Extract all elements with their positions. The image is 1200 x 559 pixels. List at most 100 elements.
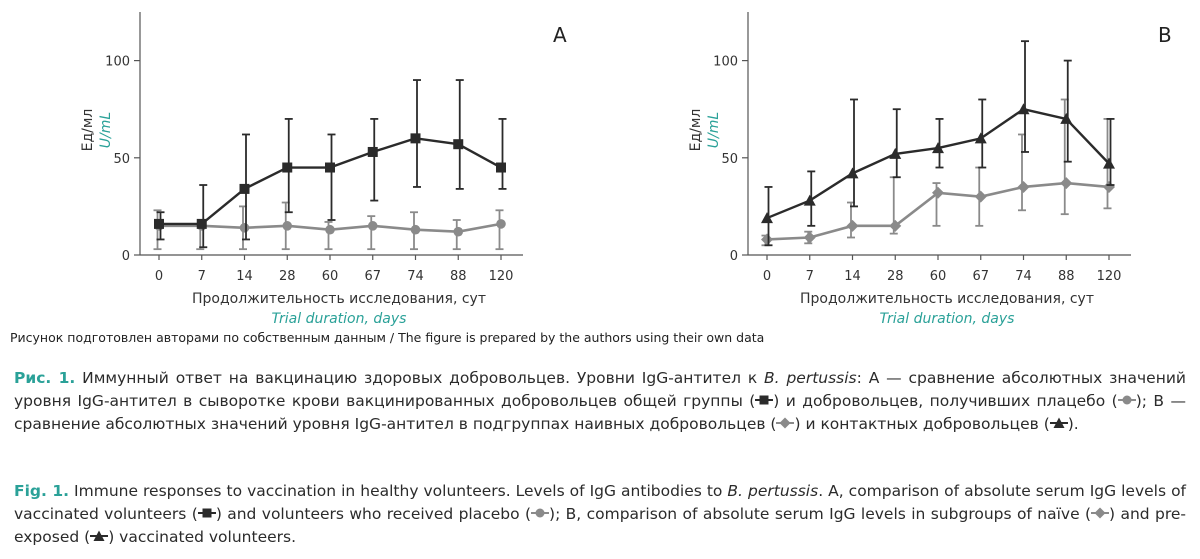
data-point	[154, 218, 164, 229]
x-tick-label: 60	[322, 269, 339, 284]
y-axis-label-en: U/mL	[98, 112, 114, 148]
caption-en-text-1: Immune responses to vaccination in healt…	[69, 482, 728, 500]
y-tick-label: 50	[113, 152, 130, 167]
caption-ru-lead: Рис. 1.	[14, 369, 76, 387]
caption-en-lead: Fig. 1.	[14, 482, 70, 500]
x-tick-label: 88	[450, 269, 467, 284]
y-axis-label-en: U/mL	[706, 112, 722, 148]
y-tick-label: 100	[713, 55, 738, 70]
x-tick-label: 28	[887, 269, 904, 284]
caption-ru-text-6: ).	[1067, 415, 1079, 433]
x-tick-label: 7	[198, 269, 206, 284]
x-tick-label: 14	[236, 269, 253, 284]
circle-marker-icon	[1117, 390, 1136, 413]
caption-ru-text-4: ); В — сравнение абсолютных значений уро…	[14, 392, 1186, 433]
x-tick-label: 120	[1097, 269, 1122, 284]
data-point	[889, 147, 902, 159]
circle-marker-icon	[531, 503, 550, 526]
data-point	[1017, 180, 1030, 193]
data-point	[1060, 112, 1073, 124]
data-point	[761, 233, 773, 246]
series-triangle	[761, 40, 1115, 247]
caption-en-text-3: ) and volunteers who received placebo (	[215, 505, 532, 523]
caption-ru-text-2: : А — сравнение абсолютных значений уров…	[14, 369, 1186, 410]
caption-en-text-5: ) and pre-exposed (	[14, 505, 1186, 546]
y-axis-label-ru: Ед/мл	[688, 109, 704, 152]
x-axis-label-ru: Продолжительность исследования, сут	[192, 291, 486, 307]
data-point	[453, 139, 464, 150]
y-tick-label: 100	[105, 55, 130, 70]
x-tick-label: 28	[279, 269, 296, 284]
data-point	[1103, 157, 1115, 169]
chart-panel-b: 0 50 100 0 7 14 28 60 67 74 88 120 B Ед/мл U/mL Продолж…	[688, 12, 1172, 327]
x-tick-label: 74	[1015, 269, 1032, 284]
caption-ru-text-1: Иммунный ответ на вакцинацию здоровых до…	[75, 369, 765, 387]
x-tick-label: 74	[407, 269, 424, 284]
caption-ru-italic: B. pertussis	[764, 369, 857, 387]
data-point	[367, 146, 378, 157]
data-point	[410, 133, 421, 144]
data-point	[410, 224, 421, 235]
caption-ru-text-3: ) и добровольцев, получивших плацебо (	[773, 392, 1118, 410]
data-point	[846, 167, 859, 179]
chart-panel-a: 0 50 100 0 7 14 28 60 67 74 88 120 A Ед/мл U/mL Продолж…	[80, 12, 567, 327]
data-point	[761, 212, 773, 224]
caption-en-italic: B. pertussis	[727, 482, 819, 500]
diamond-marker-icon	[776, 413, 795, 436]
data-point	[453, 226, 464, 237]
panel-label: B	[1158, 23, 1172, 47]
x-axis-label-ru: Продолжительность исследования, сут	[800, 291, 1094, 307]
triangle-marker-icon	[90, 526, 109, 549]
x-tick-label: 120	[489, 269, 514, 284]
data-point	[239, 222, 250, 233]
data-point	[1103, 180, 1115, 193]
caption-en-text-2: . A, comparison of absolute serum IgG le…	[14, 482, 1187, 523]
data-point	[803, 194, 816, 206]
data-point	[282, 162, 293, 173]
caption-en-text-4: ); B, comparison of absolute serum IgG l…	[549, 505, 1092, 523]
data-point	[196, 218, 207, 229]
data-point	[282, 221, 293, 231]
series-line	[766, 107, 1110, 220]
data-point	[325, 224, 335, 235]
data-point	[932, 186, 944, 199]
x-axis-label-en: Trial duration, days	[272, 311, 407, 327]
y-tick-label: 0	[122, 249, 130, 264]
series-square	[154, 79, 507, 249]
x-tick-label: 14	[844, 269, 861, 284]
x-tick-label: 0	[155, 269, 163, 284]
y-tick-label: 50	[721, 152, 738, 167]
y-tick-label: 0	[730, 249, 738, 264]
x-tick-label: 67	[364, 269, 381, 284]
data-point	[1017, 103, 1030, 115]
data-point	[1060, 177, 1073, 190]
data-point	[974, 132, 987, 144]
data-point	[367, 221, 378, 231]
x-tick-label: 7	[806, 269, 814, 284]
x-tick-label: 67	[972, 269, 989, 284]
data-point	[496, 219, 506, 229]
caption-ru: Рис. 1. Иммунный ответ на вакцинацию здо…	[14, 367, 1186, 436]
caption-en-text-6: ) vaccinated volunteers.	[108, 528, 297, 546]
square-marker-icon	[197, 503, 216, 526]
x-tick-label: 0	[763, 269, 771, 284]
data-point	[932, 142, 944, 154]
data-point	[325, 162, 335, 173]
data-point	[496, 162, 506, 173]
x-axis-label-en: Trial duration, days	[880, 311, 1015, 327]
data-point	[846, 219, 859, 232]
data-point	[239, 183, 250, 194]
triangle-marker-icon	[1049, 413, 1068, 436]
data-point	[889, 219, 902, 232]
series-line	[159, 137, 502, 226]
caption-ru-text-5: ) и контактных добровольцев (	[794, 415, 1050, 433]
data-point	[974, 190, 987, 203]
caption-en: Fig. 1. Immune responses to vaccination …	[14, 480, 1186, 549]
figure-credit: Рисунок подготовлен авторами по собствен…	[10, 330, 765, 345]
x-tick-label: 60	[930, 269, 947, 284]
panel-label: A	[553, 23, 567, 47]
diamond-marker-icon	[1091, 503, 1110, 526]
square-marker-icon	[755, 390, 774, 413]
data-point	[803, 231, 816, 244]
